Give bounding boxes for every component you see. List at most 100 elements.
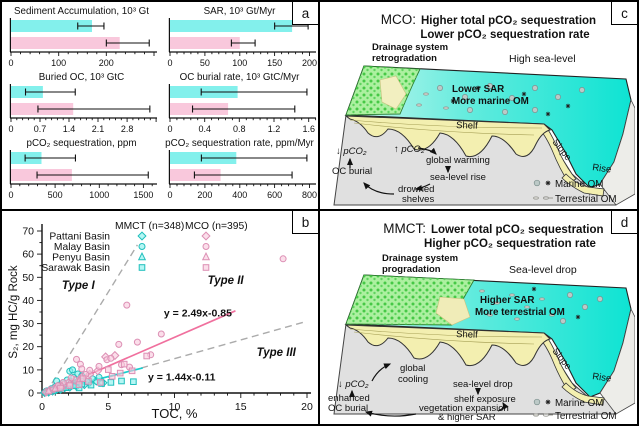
panel-letter-d: d	[611, 211, 637, 234]
svg-text:1500: 1500	[133, 190, 153, 200]
chart-title: pCO₂ sequestration, ppm	[26, 138, 137, 149]
label-global-warming: global warming	[426, 155, 490, 166]
label-vegetation-expansion: vegetation expansion	[419, 403, 509, 414]
bar-chart-sar: SAR, 10³ Gt/Myr 0 50 100 150 200	[161, 5, 318, 71]
svg-text:1000: 1000	[89, 190, 109, 200]
svg-text:200: 200	[197, 190, 212, 200]
legend-mco-header: MCO (n=395)	[185, 221, 248, 232]
label-drainage-system: Drainage system	[382, 253, 458, 264]
svg-text:20: 20	[22, 341, 34, 353]
label-shelf: Shelf	[456, 329, 478, 341]
x-axis-label: TOC, %	[152, 406, 198, 421]
bar-chart-svg: 0 0.7 1.4 2.1 2.8	[8, 84, 157, 134]
delta-plain	[435, 296, 471, 326]
panel-b-scatter-plot: b 0 5 10 15 20 0 10 20 30 40 50 60 70 TOC, % S₂, mg HC…	[2, 211, 320, 424]
chart-title: SAR, 10³ Gt/Myr	[203, 6, 276, 17]
marine-om-symbols	[560, 292, 603, 324]
svg-text:50: 50	[200, 58, 210, 68]
terrestrial-om-symbols	[479, 289, 555, 321]
scatter-points-sarawak-mco	[57, 352, 150, 392]
om-legend: Marine OM Terrestrial OM	[533, 398, 617, 422]
svg-text:0: 0	[39, 401, 45, 413]
label-drainage-system: Drainage system	[372, 42, 448, 53]
svg-text:20: 20	[301, 401, 313, 413]
label-higher-sar: & higher SAR	[438, 412, 496, 422]
svg-text:500: 500	[48, 190, 63, 200]
svg-text:1.2: 1.2	[268, 124, 281, 134]
kerogen-type-boundary	[45, 244, 138, 394]
legend-mmct-header: MMCT (n=348)	[115, 221, 184, 232]
scatter-legend: MMCT (n=348) MCO (n=395) Pattani BasinMala…	[41, 221, 247, 274]
bar-chart-svg: 0 200 400 600 800	[167, 150, 317, 200]
scatter-plot-svg: 0 5 10 15 20 0 10 20 30 40 50 60 70 TOC, % S₂, mg HC/g…	[8, 221, 313, 421]
svg-text:0: 0	[28, 388, 34, 400]
shelf-strata-lines	[349, 119, 543, 136]
panel-d-title-line1: Lower total pCO₂ sequestration	[431, 224, 604, 236]
legend-terrestrial-om: Terrestrial OM	[555, 411, 617, 422]
svg-text:100: 100	[51, 58, 66, 68]
svg-text:5: 5	[105, 401, 111, 413]
bar-chart-grid: Sediment Accumulation, 10³ Gt 0 100 200 SA…	[2, 2, 318, 203]
chart-title: pCO₂ sequestration rate, ppm/Myr	[165, 138, 314, 149]
svg-text:0: 0	[167, 190, 172, 200]
rise-strata	[561, 173, 605, 197]
svg-text:10: 10	[169, 401, 181, 413]
svg-text:30: 30	[22, 318, 34, 330]
label-progradation: progradation	[382, 264, 441, 275]
marine-om-symbols	[437, 83, 585, 115]
chart-title: OC burial rate, 10³ GtC/Myr	[179, 72, 300, 83]
chart-title: Buried OC, 10³ GtC	[38, 72, 125, 83]
svg-text:40: 40	[22, 295, 34, 307]
chart-title: Sediment Accumulation, 10³ Gt	[13, 6, 150, 17]
panel-letter-a: a	[292, 2, 318, 25]
label-sea-level-drop: sea-level drop	[453, 379, 513, 390]
legend-basin-label: Malay Basin	[54, 242, 110, 253]
svg-text:0.4: 0.4	[198, 124, 211, 134]
label-om-line2: More terrestrial OM	[475, 307, 565, 318]
svg-text:60: 60	[22, 249, 34, 261]
label-om-line2: More marine OM	[452, 96, 529, 107]
legend-basin-label: Penyu Basin	[52, 253, 110, 264]
legend-terrestrial-om: Terrestrial OM	[555, 194, 617, 205]
label-cooling: cooling	[398, 374, 428, 385]
legend-marine-om: Marine OM	[555, 179, 603, 190]
cycle-arrows	[349, 363, 509, 417]
kerogen-type-boundary	[52, 320, 308, 394]
marine-om-asterisks	[450, 85, 571, 117]
svg-text:0: 0	[8, 124, 13, 134]
svg-text:2.1: 2.1	[92, 124, 105, 134]
rise-strata	[561, 382, 605, 406]
svg-text:0: 0	[167, 124, 172, 134]
om-legend: Marine OM Terrestrial OM	[533, 179, 617, 205]
block-side-face	[599, 98, 635, 206]
label-pco2-up: ↑ pCO₂	[394, 144, 425, 155]
label-sea-level-rise: sea-level rise	[430, 172, 486, 183]
label-sea-level: High sea-level	[509, 53, 576, 65]
bar-chart-sediment-accumulation: Sediment Accumulation, 10³ Gt 0 100 200	[2, 5, 161, 71]
svg-text:200: 200	[99, 58, 114, 68]
svg-text:1.6: 1.6	[302, 124, 315, 134]
panel-letter-c: c	[611, 2, 637, 25]
panel-c-title-prefix: MCO:	[381, 12, 416, 27]
svg-text:800: 800	[302, 190, 317, 200]
bar-chart-oc-burial-rate: OC burial rate, 10³ GtC/Myr 0 0.4 0.8 1.2 1.…	[161, 71, 318, 137]
svg-text:0: 0	[167, 58, 172, 68]
panel-d-mmct-diagram: d MMC	[320, 211, 637, 424]
svg-text:50: 50	[22, 272, 34, 284]
bar-chart-pco2-sequestration: pCO₂ sequestration, ppm 0 500 1000 1500	[2, 137, 161, 203]
svg-text:150: 150	[267, 58, 282, 68]
panel-c-title-line1: Higher total pCO₂ sequestration	[421, 15, 596, 27]
legend-marine-om: Marine OM	[555, 398, 603, 409]
label-rise: Rise	[592, 371, 612, 385]
label-pco2-down: ↓ pCO₂	[336, 146, 367, 157]
panel-a-bar-charts: a Sediment Accumulation, 10³ Gt 0 100 200 …	[2, 2, 320, 211]
bar-chart-buried-oc: Buried OC, 10³ GtC 0 0.7 1.4 2.1 2.8	[2, 71, 161, 137]
shelf-strata-lines	[349, 328, 543, 345]
kerogen-zone-label: Type I	[62, 280, 96, 292]
label-oc-burial: OC burial	[328, 403, 368, 414]
svg-text:100: 100	[232, 58, 247, 68]
bar-chart-svg: 0 500 1000 1500	[8, 150, 157, 200]
label-global: global	[400, 363, 425, 374]
bar-chart-svg: 0 50 100 150 200	[167, 18, 317, 68]
marine-om-asterisks	[531, 286, 581, 320]
